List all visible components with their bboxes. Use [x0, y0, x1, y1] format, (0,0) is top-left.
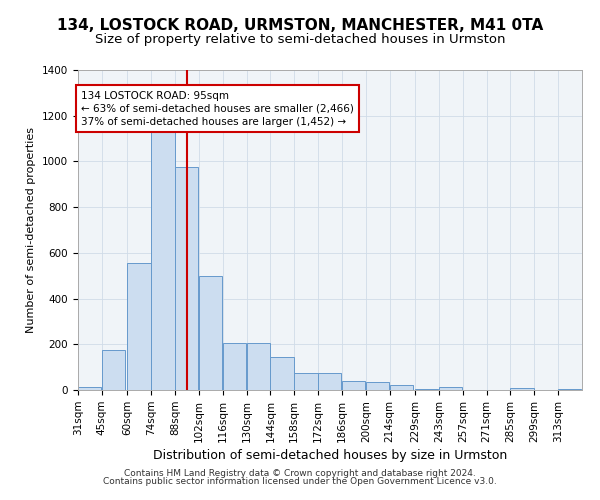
Bar — [102, 350, 125, 390]
Bar — [199, 276, 222, 390]
Bar — [342, 381, 365, 390]
Bar — [558, 389, 581, 390]
Bar — [151, 116, 175, 390]
Y-axis label: Number of semi-detached properties: Number of semi-detached properties — [26, 127, 37, 333]
Bar — [439, 386, 462, 390]
Bar — [318, 373, 341, 390]
Bar — [366, 382, 389, 390]
Bar — [247, 343, 270, 390]
Bar — [127, 263, 151, 390]
Bar — [511, 388, 534, 390]
Text: 134 LOSTOCK ROAD: 95sqm
← 63% of semi-detached houses are smaller (2,466)
37% of: 134 LOSTOCK ROAD: 95sqm ← 63% of semi-de… — [82, 90, 354, 127]
Bar — [78, 386, 101, 390]
Bar — [294, 373, 317, 390]
Text: 134, LOSTOCK ROAD, URMSTON, MANCHESTER, M41 0TA: 134, LOSTOCK ROAD, URMSTON, MANCHESTER, … — [57, 18, 543, 32]
Text: Contains public sector information licensed under the Open Government Licence v3: Contains public sector information licen… — [103, 477, 497, 486]
Bar — [271, 357, 294, 390]
Bar — [415, 389, 439, 390]
Bar — [175, 167, 199, 390]
Text: Contains HM Land Registry data © Crown copyright and database right 2024.: Contains HM Land Registry data © Crown c… — [124, 468, 476, 477]
Text: Size of property relative to semi-detached houses in Urmston: Size of property relative to semi-detach… — [95, 32, 505, 46]
X-axis label: Distribution of semi-detached houses by size in Urmston: Distribution of semi-detached houses by … — [153, 449, 507, 462]
Bar — [389, 386, 413, 390]
Bar — [223, 343, 246, 390]
